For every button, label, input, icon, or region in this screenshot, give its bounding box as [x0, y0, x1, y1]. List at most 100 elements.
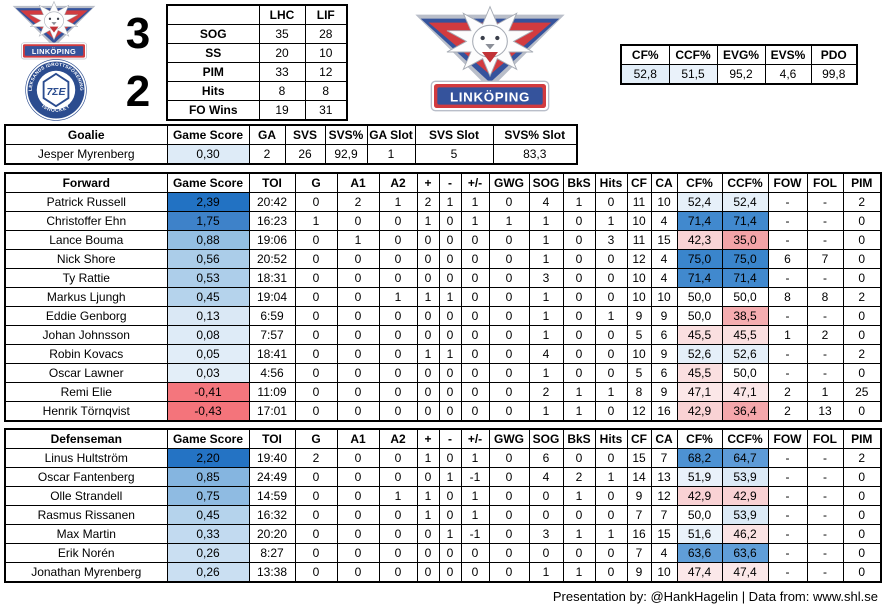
plus: 0 [416, 562, 440, 583]
skater-col-header: G [294, 172, 338, 193]
player-name: Nick Shore [4, 249, 168, 269]
sog: 3 [528, 524, 564, 544]
game-score: 0,33 [166, 524, 250, 544]
fol: - [806, 211, 844, 231]
pim: 2 [842, 192, 882, 212]
plus-minus: 1 [460, 505, 490, 525]
fol: 13 [806, 401, 844, 422]
game-score: 0,45 [166, 287, 250, 307]
toi: 19:40 [248, 448, 296, 468]
goalie-stat-value: 5 [414, 144, 494, 165]
fol: - [806, 230, 844, 250]
defenseman-row: Erik Norén 0,26 8:27 0 0 0 0 0 0 0 0 0 0 7 4 63,6 63,6- -… [4, 543, 882, 563]
hits: 1 [594, 211, 628, 231]
plus: 0 [416, 325, 440, 345]
minus: 0 [438, 486, 462, 506]
assists-1: 0 [336, 287, 380, 307]
ca: 9 [650, 382, 678, 402]
cf: 11 [626, 192, 652, 212]
minus: 0 [438, 382, 462, 402]
team-stat-value: 51,5 [668, 64, 718, 85]
cf: 9 [626, 486, 652, 506]
assists-2: 0 [378, 543, 418, 563]
toi: 20:42 [248, 192, 296, 212]
blocked-shots: 0 [562, 211, 596, 231]
fow: - [767, 562, 808, 583]
ccf-pct: 38,5 [721, 306, 769, 326]
gwg: 0 [488, 230, 530, 250]
gwg: 0 [488, 467, 530, 487]
ca: 16 [650, 401, 678, 422]
cf: 5 [626, 363, 652, 383]
cf-pct: 42,9 [676, 486, 723, 506]
game-score: 0,75 [166, 486, 250, 506]
sog: 3 [528, 268, 564, 288]
forward-row: Lance Bouma 0,88 19:06 0 1 0 0 0 0 0 1 0 3 11 15 42,3 35… [4, 230, 882, 250]
minus: 0 [438, 562, 462, 583]
minus: 0 [438, 401, 462, 422]
plus-minus: 0 [460, 287, 490, 307]
hits: 0 [594, 268, 628, 288]
ca: 7 [650, 448, 678, 468]
skater-col-header: +/- [460, 428, 490, 449]
skater-col-header: TOI [248, 172, 296, 193]
fol: - [806, 268, 844, 288]
goals: 2 [294, 448, 338, 468]
pim: 0 [842, 211, 882, 231]
assists-1: 0 [336, 268, 380, 288]
player-name: Oscar Lawner [4, 363, 168, 383]
skater-col-header: TOI [248, 428, 296, 449]
game-score: 0,05 [166, 344, 250, 364]
skater-col-header: FOW [767, 172, 808, 193]
sog: 1 [528, 401, 564, 422]
fol: - [806, 192, 844, 212]
compare-row: SS 20 10 [166, 43, 348, 63]
player-name: Johan Johnsson [4, 325, 168, 345]
blocked-shots: 1 [562, 562, 596, 583]
skater-col-header: FOW [767, 428, 808, 449]
assists-1: 2 [336, 192, 380, 212]
team-stat-value: 4,6 [764, 64, 812, 85]
player-name: Christoffer Ehn [4, 211, 168, 231]
fol: - [806, 363, 844, 383]
toi: 17:01 [248, 401, 296, 422]
minus: 0 [438, 543, 462, 563]
ca: 4 [650, 268, 678, 288]
plus: 0 [416, 401, 440, 422]
compare-row: FO Wins 19 31 [166, 100, 348, 121]
fol: - [806, 543, 844, 563]
fow: 2 [767, 401, 808, 422]
plus-minus: 0 [460, 306, 490, 326]
cf-pct: 51,9 [676, 467, 723, 487]
forward-table: Forward Game Score TOI G A1 A2 + - +/- GWG SOG BkS H… [4, 172, 882, 422]
forward-row: Patrick Russell 2,39 20:42 0 2 1 2 1 1 0 4 1 0 11 10 52… [4, 192, 882, 212]
goalie-col-header: SVS Slot [414, 124, 494, 145]
away-score: 2 [125, 67, 151, 116]
skater-col-header: SOG [528, 428, 564, 449]
assists-2: 0 [378, 401, 418, 422]
blocked-shots: 0 [562, 543, 596, 563]
plus: 2 [416, 192, 440, 212]
fow: 6 [767, 249, 808, 269]
sog: 2 [528, 382, 564, 402]
cf: 11 [626, 230, 652, 250]
fol: - [806, 505, 844, 525]
plus: 1 [416, 486, 440, 506]
cf-pct: 71,4 [676, 268, 723, 288]
hits: 1 [594, 467, 628, 487]
team-stat-value: 99,8 [810, 64, 858, 85]
gwg: 0 [488, 401, 530, 422]
assists-2: 0 [378, 562, 418, 583]
plus-minus: 0 [460, 230, 490, 250]
ccf-pct: 52,4 [721, 192, 769, 212]
blocked-shots: 0 [562, 363, 596, 383]
toi: 19:04 [248, 287, 296, 307]
assists-2: 0 [378, 306, 418, 326]
ccf-pct: 50,0 [721, 287, 769, 307]
team-stats-value-row: 52,8 51,5 95,2 4,6 99,8 [620, 64, 858, 85]
fol: - [806, 562, 844, 583]
sog: 1 [528, 287, 564, 307]
gwg: 0 [488, 543, 530, 563]
gwg: 1 [488, 211, 530, 231]
cf: 8 [626, 382, 652, 402]
